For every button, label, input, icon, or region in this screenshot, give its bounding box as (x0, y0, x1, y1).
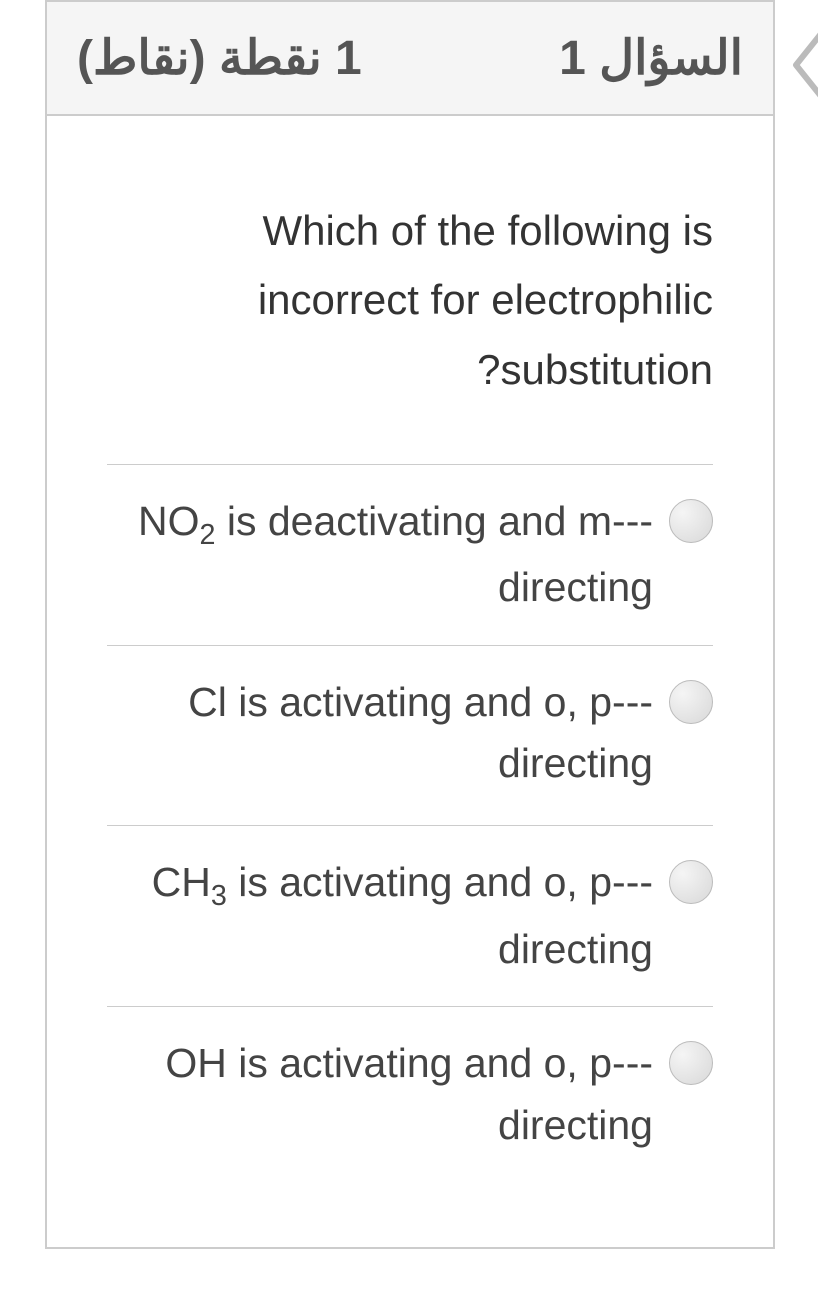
options-list: --NO2 is deactivating and m-directing --… (107, 464, 713, 1187)
option-text: --Cl is activating and o, p-directing (107, 672, 653, 800)
question-title: السؤال 1 (559, 30, 743, 86)
option-text: --CH3 is activating and o, p-directing (107, 852, 653, 980)
question-header: السؤال 1 1 نقطة (نقاط) (47, 2, 773, 116)
prev-chevron-icon[interactable] (788, 30, 818, 100)
radio-icon[interactable] (669, 860, 713, 904)
option-row[interactable]: --NO2 is deactivating and m-directing (107, 465, 713, 646)
radio-icon[interactable] (669, 1041, 713, 1085)
question-body: Which of the following is incorrect for … (47, 116, 773, 1247)
question-card: السؤال 1 1 نقطة (نقاط) Which of the foll… (45, 0, 775, 1249)
option-row[interactable]: --CH3 is activating and o, p-directing (107, 826, 713, 1007)
option-row[interactable]: --Cl is activating and o, p-directing (107, 646, 713, 827)
option-text: --OH is activating and o, p-directing (107, 1033, 653, 1161)
radio-icon[interactable] (669, 680, 713, 724)
question-points: 1 نقطة (نقاط) (77, 30, 362, 86)
radio-icon[interactable] (669, 499, 713, 543)
question-text: Which of the following is incorrect for … (107, 196, 713, 404)
option-row[interactable]: --OH is activating and o, p-directing (107, 1007, 713, 1187)
option-text: --NO2 is deactivating and m-directing (107, 491, 653, 619)
